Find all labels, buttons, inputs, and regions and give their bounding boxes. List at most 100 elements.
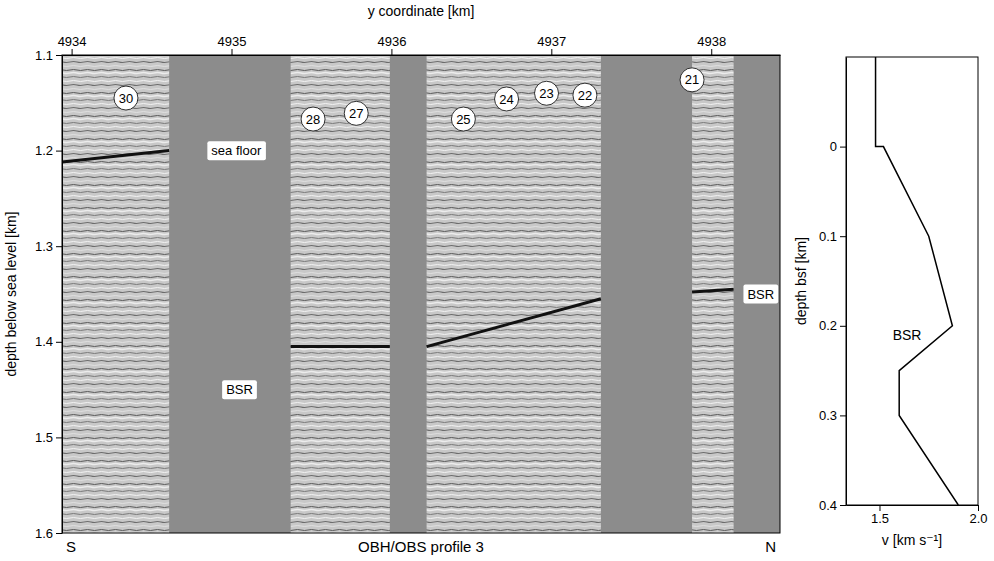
station: 25 xyxy=(451,107,475,131)
footer: OBH/OBS profile 3 xyxy=(358,538,484,555)
reflector xyxy=(291,345,390,348)
velocity-line xyxy=(876,57,959,505)
y-axis-tick-label: 0.2 xyxy=(819,318,837,333)
x-axis-tick-mark xyxy=(72,49,73,55)
annotation: BSR xyxy=(743,285,778,304)
y-axis-tick-label: 1.1 xyxy=(35,48,53,63)
plot-area xyxy=(876,57,959,505)
y-axis-tick: 1.4 xyxy=(35,334,62,349)
station-label: 23 xyxy=(539,86,553,101)
y-axis-tick-mark xyxy=(840,236,846,237)
station: 23 xyxy=(535,81,559,105)
y-axis-tick-mark xyxy=(56,55,62,56)
annotation-text: sea floor xyxy=(211,143,262,158)
x-axis-tick: 4936 xyxy=(377,34,406,55)
reflector xyxy=(427,299,601,347)
x-axis-tick-label: 1.5 xyxy=(871,511,889,526)
x-axis-tick: 4934 xyxy=(58,34,87,55)
y-axis-line xyxy=(846,58,847,506)
y-axis-tick: 1.5 xyxy=(35,430,62,445)
station: 22 xyxy=(573,83,597,107)
x-axis-tick-mark xyxy=(391,49,392,55)
station: 27 xyxy=(344,101,368,125)
station-label: 30 xyxy=(119,91,133,106)
y-axis: 1.1 1.2 1.3 1.4 1.5 1.6 xyxy=(35,48,63,541)
y-axis-tick-mark xyxy=(56,533,62,534)
annotation-text: BSR xyxy=(226,382,253,397)
end-label: S xyxy=(66,538,76,555)
figure: 4934 4935 4936 4937 4938 1.1 1.2 1.3 1.4 1.5 1.6 y … xyxy=(0,0,994,561)
station-label: 28 xyxy=(306,112,320,127)
y-axis-title: depth below sea level [km] xyxy=(3,212,19,377)
x-axis-tick: 4938 xyxy=(697,34,726,55)
y-axis-tick-mark xyxy=(56,437,62,438)
station-marker xyxy=(680,68,704,92)
station: 30 xyxy=(114,86,138,110)
x-axis-tick: 4937 xyxy=(537,34,566,55)
station-label: 27 xyxy=(349,106,363,121)
y-axis-tick-label: 1.4 xyxy=(35,334,53,349)
x-axis-tick-mark xyxy=(551,49,552,55)
x-axis-tick: 1.5 xyxy=(871,505,889,526)
station-marker xyxy=(451,107,475,131)
plot-frame xyxy=(846,57,978,505)
y-axis-tick: 0.3 xyxy=(819,408,846,423)
y-axis-tick: 1.2 xyxy=(35,143,62,158)
station: 24 xyxy=(495,87,519,111)
annotation: sea floor xyxy=(207,141,266,160)
plot-area xyxy=(62,55,734,533)
station-marker xyxy=(114,86,138,110)
y-axis-tick: 0.1 xyxy=(819,229,846,244)
station-label: 22 xyxy=(578,88,592,103)
image-panel xyxy=(427,55,601,533)
y-axis-tick: 1.1 xyxy=(35,48,62,63)
y-axis-tick-label: 0.1 xyxy=(819,229,837,244)
y-axis-tick: 0 xyxy=(830,139,846,154)
x-axis-tick-label: 4938 xyxy=(697,34,726,49)
x-axis-tick-label: 4936 xyxy=(377,34,406,49)
x-axis-tick-label: 4937 xyxy=(537,34,566,49)
annotation-box xyxy=(207,141,266,160)
y-axis-title: depth bsf [km] xyxy=(793,237,809,325)
y-axis-tick: 1.3 xyxy=(35,239,62,254)
y-axis-tick-mark xyxy=(56,342,62,343)
station: 28 xyxy=(301,107,325,131)
x-axis-line xyxy=(847,505,979,506)
y-axis-tick: 0.2 xyxy=(819,318,846,333)
x-axis-tick-label: 4934 xyxy=(58,34,87,49)
x-axis-tick-mark xyxy=(711,49,712,55)
annotation-text: BSR xyxy=(893,327,922,343)
y-axis-tick-mark xyxy=(840,415,846,416)
y-axis-tick: 1.6 xyxy=(35,526,62,541)
y-axis-tick-mark xyxy=(840,326,846,327)
x-axis-tick-mark xyxy=(978,505,979,511)
x-axis-tick-mark xyxy=(879,505,880,511)
station: 21 xyxy=(680,68,704,92)
station-marker xyxy=(301,107,325,131)
x-axis-tick: 2.0 xyxy=(969,505,987,526)
end-label: N xyxy=(765,538,776,555)
y-axis-tick-label: 1.5 xyxy=(35,430,53,445)
reflector xyxy=(62,151,169,162)
y-axis-tick: 0.4 xyxy=(819,498,846,513)
station-label: 24 xyxy=(499,92,513,107)
station-marker xyxy=(535,81,559,105)
annotation: BSR xyxy=(222,380,257,399)
image-panel xyxy=(692,55,734,533)
station-label: 21 xyxy=(685,72,699,87)
y-axis-tick-label: 0.3 xyxy=(819,408,837,423)
x-axis: 4934 4935 4936 4937 4938 xyxy=(58,34,781,56)
station-marker xyxy=(573,83,597,107)
x-axis-tick: 4935 xyxy=(218,34,247,55)
y-axis-tick-label: 1.3 xyxy=(35,239,53,254)
y-axis-tick-mark xyxy=(840,505,846,506)
y-axis: 0 0.1 0.2 0.3 0.4 xyxy=(819,58,847,513)
x-axis-title: y coordinate [km] xyxy=(368,3,475,19)
x-axis: 1.5 2.0 xyxy=(847,505,988,526)
annotation-text: BSR xyxy=(747,287,774,302)
station-marker xyxy=(495,87,519,111)
y-axis-tick-label: 0.4 xyxy=(819,498,837,513)
plot-frame xyxy=(62,55,780,533)
y-axis-tick-mark xyxy=(56,151,62,152)
image-panel xyxy=(291,55,390,533)
